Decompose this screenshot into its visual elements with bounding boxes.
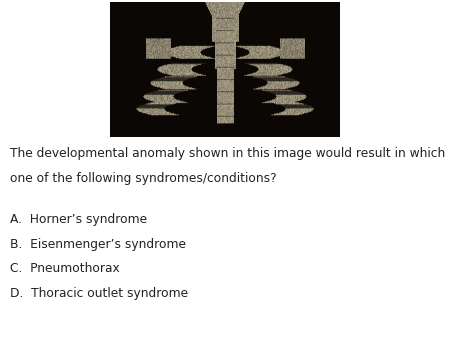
Text: C.  Pneumothorax: C. Pneumothorax (10, 262, 120, 275)
Text: B.  Eisenmenger’s syndrome: B. Eisenmenger’s syndrome (10, 238, 186, 250)
Text: D.  Thoracic outlet syndrome: D. Thoracic outlet syndrome (10, 287, 188, 300)
Text: A.  Horner’s syndrome: A. Horner’s syndrome (10, 213, 147, 226)
Text: The developmental anomaly shown in this image would result in which: The developmental anomaly shown in this … (10, 147, 445, 160)
Text: one of the following syndromes/conditions?: one of the following syndromes/condition… (10, 172, 276, 185)
